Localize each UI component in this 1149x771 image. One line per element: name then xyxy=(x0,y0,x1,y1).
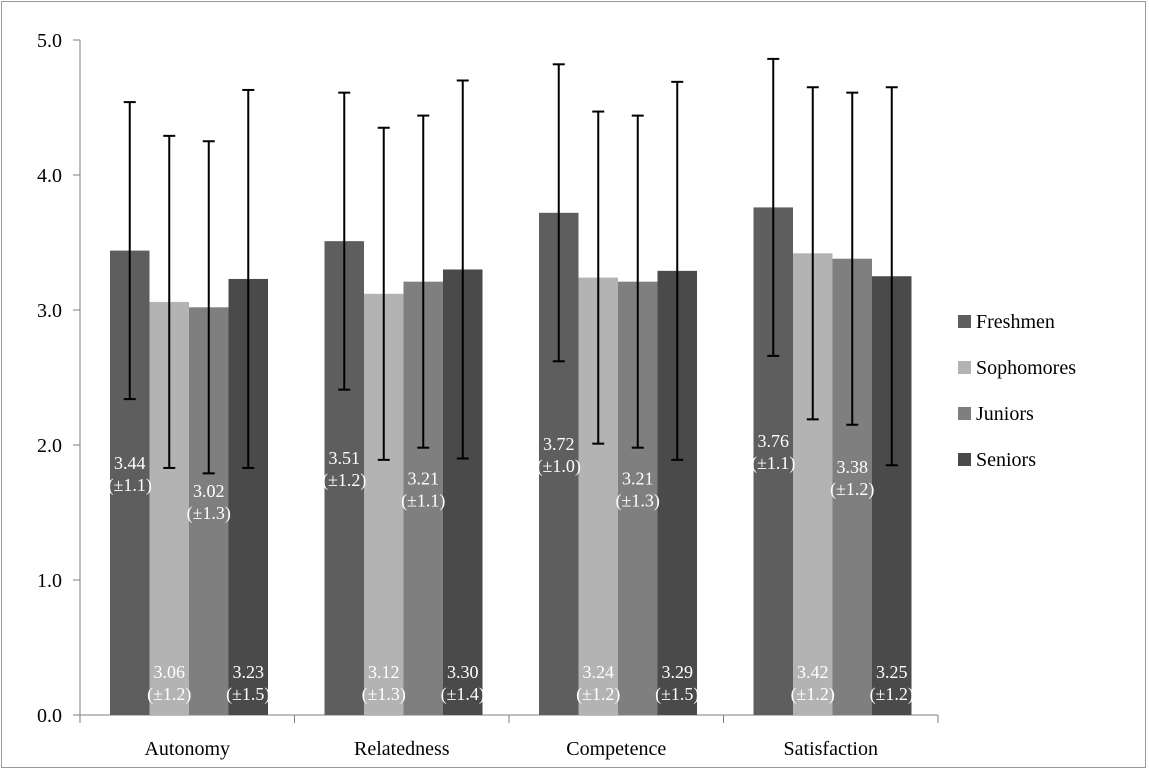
data-label: 3.02 (±1.3) xyxy=(187,481,231,524)
data-label: 3.25 (±1.2) xyxy=(870,662,914,705)
data-label: 3.21 (±1.1) xyxy=(401,468,445,511)
x-category-label: Autonomy xyxy=(144,738,230,760)
y-tick-label: 5.0 xyxy=(37,30,62,52)
data-labels: 3.44 (±1.1) 3.06 (±1.2) 3.02 (±1.3) 3.23 (±1.5)… xyxy=(108,431,914,705)
y-tick-label: 2.0 xyxy=(37,435,62,457)
data-label: 3.29 (±1.5) xyxy=(655,662,699,705)
legend-label-freshmen: Freshmen xyxy=(976,311,1055,333)
data-label: 3.51 (±1.2) xyxy=(322,448,366,491)
x-category-label: Relatedness xyxy=(354,738,450,760)
legend-swatch-sophomores xyxy=(958,361,971,374)
y-tick-label: 0.0 xyxy=(37,705,62,727)
data-label: 3.24 (±1.2) xyxy=(576,662,620,705)
data-label: 3.76 (±1.1) xyxy=(751,431,795,474)
y-tick-label: 1.0 xyxy=(37,570,62,592)
error-bars xyxy=(123,57,898,475)
legend-swatch-seniors xyxy=(958,453,971,466)
data-label: 3.12 (±1.3) xyxy=(362,662,406,705)
x-category-label: Satisfaction xyxy=(784,738,878,760)
data-label: 3.72 (±1.0) xyxy=(537,434,581,477)
data-label: 3.23 (±1.5) xyxy=(226,662,270,705)
legend-label-seniors: Seniors xyxy=(976,449,1036,471)
data-label: 3.38 (±1.2) xyxy=(830,457,874,500)
y-tick-label: 3.0 xyxy=(37,300,62,322)
x-category-label: Competence xyxy=(566,738,666,760)
data-label: 3.42 (±1.2) xyxy=(791,662,835,705)
legend: Freshmen Sophomores Juniors Seniors xyxy=(958,311,1076,471)
y-tick-label: 4.0 xyxy=(37,165,62,187)
data-label: 3.44 (±1.1) xyxy=(108,453,152,496)
x-axis: Autonomy Relatedness Competence Satisfactio… xyxy=(79,714,939,760)
legend-label-sophomores: Sophomores xyxy=(976,357,1076,379)
data-label: 3.21 (±1.3) xyxy=(616,468,660,511)
legend-swatch-freshmen xyxy=(958,315,971,328)
legend-label-juniors: Juniors xyxy=(976,403,1034,425)
data-label: 3.30 (±1.4) xyxy=(441,662,485,705)
legend-swatch-juniors xyxy=(958,407,971,420)
data-label: 3.06 (±1.2) xyxy=(147,662,191,705)
y-axis: 0.0 1.0 2.0 3.0 4.0 5.0 xyxy=(37,30,81,727)
